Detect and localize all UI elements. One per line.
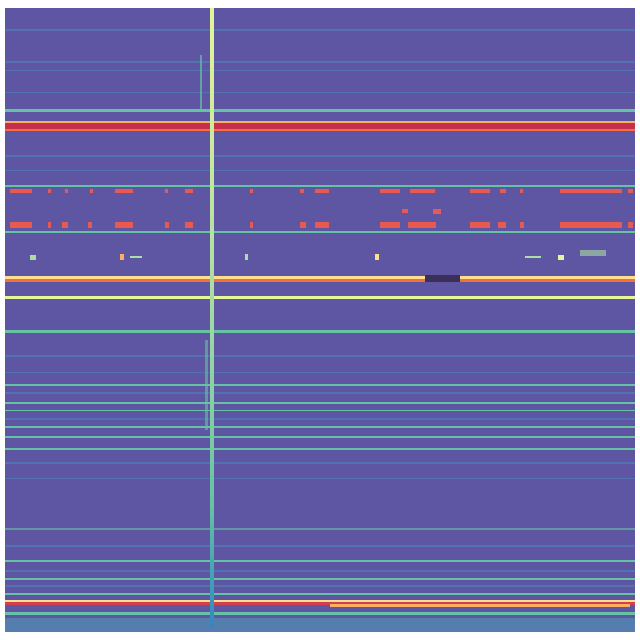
dash — [410, 189, 435, 193]
band — [5, 585, 635, 587]
dash — [48, 189, 51, 193]
dash — [560, 222, 622, 228]
band — [5, 462, 635, 464]
dash — [433, 209, 441, 214]
dark-patch — [425, 275, 460, 282]
band — [5, 384, 635, 386]
band — [5, 61, 635, 63]
dot — [130, 256, 142, 258]
dash — [250, 222, 253, 228]
band — [5, 70, 635, 71]
heatmap-background — [5, 8, 635, 632]
band — [5, 418, 635, 420]
dot — [558, 255, 564, 260]
band-orange — [5, 279, 635, 282]
dash — [65, 189, 68, 193]
dash — [10, 222, 32, 228]
band-yellow — [5, 600, 635, 602]
vertical-streak — [200, 55, 202, 110]
band — [5, 528, 635, 530]
band-orange — [330, 604, 630, 607]
dash — [90, 189, 93, 193]
dot — [375, 254, 379, 260]
band — [5, 612, 635, 615]
band — [5, 109, 635, 112]
dot — [580, 250, 606, 256]
band — [5, 392, 635, 394]
band — [5, 593, 635, 595]
band-red — [5, 602, 635, 605]
band — [5, 92, 635, 93]
dash — [115, 222, 133, 228]
dash — [520, 189, 523, 193]
dot — [525, 256, 541, 258]
dash — [48, 222, 51, 228]
band — [5, 436, 635, 438]
dash — [520, 222, 524, 228]
band — [5, 570, 635, 572]
dash — [500, 189, 506, 193]
band — [5, 560, 635, 562]
band-orange — [5, 121, 635, 123]
band — [5, 426, 635, 428]
dash — [115, 189, 133, 193]
band — [5, 448, 635, 450]
band — [5, 330, 635, 333]
dot — [120, 254, 124, 260]
band — [5, 355, 635, 357]
dash — [185, 189, 193, 193]
band-yellow — [5, 276, 635, 279]
band — [5, 372, 635, 373]
dash — [165, 189, 168, 193]
band — [5, 545, 635, 547]
dash — [300, 189, 304, 193]
band-orange — [5, 129, 635, 131]
dash — [185, 222, 193, 228]
dash — [380, 222, 400, 228]
dash — [315, 222, 329, 228]
dash — [315, 189, 329, 193]
dash — [470, 222, 490, 228]
dash-row — [10, 189, 633, 193]
dash — [628, 222, 633, 228]
dash — [402, 209, 408, 213]
dot — [30, 255, 36, 260]
vertical-line — [210, 8, 214, 628]
band — [5, 578, 635, 580]
dot — [245, 254, 248, 260]
band — [5, 478, 635, 479]
band-light — [5, 296, 635, 299]
faint-bands — [5, 29, 635, 587]
noise-band — [5, 618, 635, 632]
band-red — [5, 123, 635, 129]
band — [5, 402, 635, 404]
dash — [470, 189, 490, 193]
dash — [408, 222, 436, 228]
band — [5, 231, 635, 233]
band — [5, 410, 635, 411]
dash — [88, 222, 92, 228]
band — [5, 170, 635, 171]
teal-bands — [5, 109, 635, 615]
band — [5, 29, 635, 31]
band — [5, 155, 635, 157]
dash — [498, 222, 506, 228]
dash — [62, 222, 68, 228]
dash — [380, 189, 400, 193]
band — [5, 185, 635, 187]
dash — [300, 222, 306, 228]
dot-row — [30, 250, 606, 260]
dash — [560, 189, 622, 193]
vertical-streak — [205, 340, 208, 430]
dash — [628, 189, 633, 193]
dash — [250, 189, 253, 193]
dash — [10, 189, 32, 193]
dash — [165, 222, 169, 228]
dash-row — [10, 209, 633, 228]
